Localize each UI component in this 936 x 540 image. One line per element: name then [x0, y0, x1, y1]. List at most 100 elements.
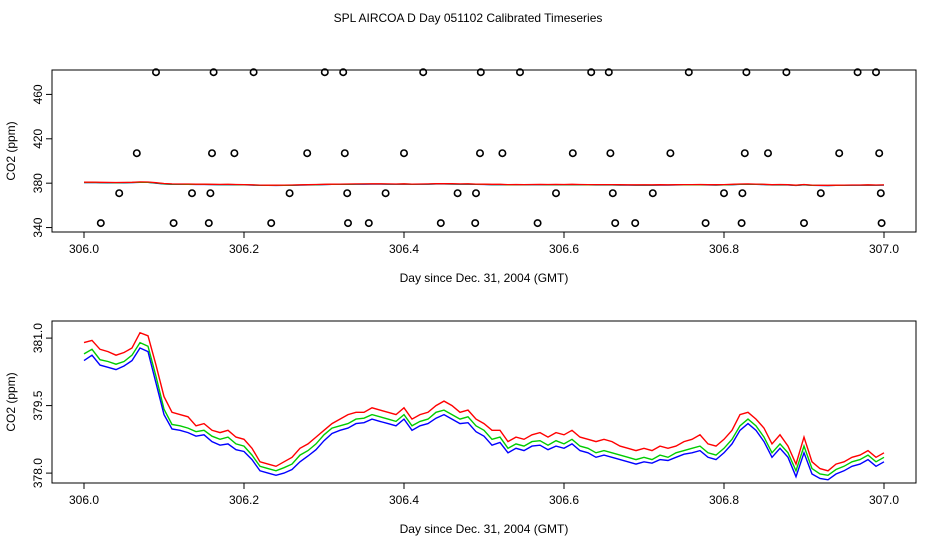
top-scatter-point: [604, 68, 613, 77]
top-scatter-point: [188, 189, 197, 198]
top-scatter-point: [320, 68, 329, 77]
top-scatter-point: [453, 189, 462, 198]
top-scatter-point: [515, 68, 524, 77]
top-scatter-point: [209, 68, 218, 77]
bottom-series-line-blue: [83, 347, 885, 481]
top-series-lines: [83, 181, 885, 187]
top-scatter-point: [498, 149, 507, 158]
top-scatter-point: [115, 189, 124, 198]
top-scatter-point: [267, 219, 276, 228]
top-scatter-point: [799, 219, 808, 228]
top-scatter-point: [611, 219, 620, 228]
top-scatter-point: [230, 149, 239, 158]
top-y-tick-label: 340: [31, 217, 45, 237]
top-scatter-point: [853, 68, 862, 77]
top-x-tick-label: 306.4: [389, 242, 419, 256]
top-scatter-point: [835, 149, 844, 158]
top-x-axis-label: Day since Dec. 31, 2004 (GMT): [400, 271, 569, 285]
bottom-series-line-green: [83, 341, 885, 477]
top-scatter-point: [608, 189, 617, 198]
top-scatter-point: [249, 68, 258, 77]
top-scatter-point: [737, 219, 746, 228]
top-y-axis-label: CO2 (ppm): [4, 121, 18, 180]
top-scatter-point: [877, 219, 886, 228]
top-scatter-point: [782, 68, 791, 77]
top-scatter-point: [132, 149, 141, 158]
bottom-plot-frame: [51, 320, 917, 484]
top-y-tick-label: 380: [31, 173, 45, 193]
top-scatter-point: [763, 149, 772, 158]
bottom-y-axis-label: CO2 (ppm): [4, 372, 18, 431]
top-scatter-point: [475, 149, 484, 158]
top-scatter-point: [740, 149, 749, 158]
top-circle-points: [96, 68, 886, 228]
top-y-tick-label: 420: [31, 128, 45, 148]
top-scatter-point: [343, 189, 352, 198]
top-x-tick-label: 306.8: [709, 242, 739, 256]
chart-title: SPL AIRCOA D Day 051102 Calibrated Times…: [334, 11, 603, 25]
top-scatter-point: [476, 68, 485, 77]
bottom-y-tick-label: 379.5: [31, 390, 45, 420]
bottom-x-axis: 306.0 306.2 306.4 306.6 306.8 307.0: [69, 483, 899, 507]
top-y-axis: 340 380 420 460: [31, 84, 52, 238]
top-y-tick-label: 460: [31, 84, 45, 104]
top-scatter-point: [551, 189, 560, 198]
top-scatter-point: [666, 149, 675, 158]
bottom-x-tick-label: 306.8: [709, 493, 739, 507]
bottom-panel: 306.0 306.2 306.4 306.6 306.8 307.0 378.0 379.…: [4, 320, 917, 536]
top-scatter-point: [436, 219, 445, 228]
top-plot-frame: [51, 69, 917, 233]
bottom-x-axis-label: Day since Dec. 31, 2004 (GMT): [400, 522, 569, 536]
top-scatter-point: [399, 149, 408, 158]
bottom-x-tick-label: 307.0: [869, 493, 899, 507]
top-scatter-point: [816, 189, 825, 198]
top-scatter-point: [701, 219, 710, 228]
top-scatter-point: [303, 149, 312, 158]
top-scatter-point: [419, 68, 428, 77]
top-scatter-point: [204, 219, 213, 228]
top-x-tick-label: 306.6: [549, 242, 579, 256]
top-scatter-point: [343, 219, 352, 228]
top-scatter-point: [364, 219, 373, 228]
top-scatter-point: [339, 68, 348, 77]
top-scatter-point: [742, 68, 751, 77]
bottom-y-tick-label: 381.0: [31, 323, 45, 353]
top-scatter-point: [631, 219, 640, 228]
top-scatter-point: [96, 219, 105, 228]
top-panel: 306.0 306.2 306.4 306.6 306.8 307.0 340 380 420…: [4, 68, 917, 285]
top-scatter-point: [871, 68, 880, 77]
top-scatter-point: [381, 189, 390, 198]
bottom-x-tick-label: 306.0: [69, 493, 99, 507]
top-scatter-point: [606, 149, 615, 158]
bottom-series-lines: [83, 331, 885, 481]
top-scatter-point: [684, 68, 693, 77]
bottom-x-tick-label: 306.2: [229, 493, 259, 507]
top-scatter-point: [876, 189, 885, 198]
top-scatter-point: [471, 219, 480, 228]
top-scatter-point: [648, 189, 657, 198]
top-x-tick-label: 306.0: [69, 242, 99, 256]
top-scatter-point: [285, 189, 294, 198]
top-scatter-point: [471, 189, 480, 198]
bottom-series-line-red: [83, 331, 885, 472]
top-x-axis: 306.0 306.2 306.4 306.6 306.8 307.0: [69, 232, 899, 256]
top-scatter-point: [152, 68, 161, 77]
top-scatter-point: [719, 189, 728, 198]
top-scatter-point: [738, 189, 747, 198]
bottom-x-tick-label: 306.4: [389, 493, 419, 507]
top-scatter-point: [340, 149, 349, 158]
top-scatter-point: [206, 189, 215, 198]
bottom-y-tick-label: 378.0: [31, 458, 45, 488]
top-scatter-point: [208, 149, 217, 158]
top-x-tick-label: 307.0: [869, 242, 899, 256]
top-series-line-red: [83, 181, 885, 186]
top-scatter-point: [875, 149, 884, 158]
bottom-x-tick-label: 306.6: [549, 493, 579, 507]
bottom-y-axis: 378.0 379.5 381.0: [31, 323, 52, 488]
top-scatter-point: [568, 149, 577, 158]
top-scatter-point: [533, 219, 542, 228]
top-x-tick-label: 306.2: [229, 242, 259, 256]
top-scatter-point: [169, 219, 178, 228]
top-scatter-point: [587, 68, 596, 77]
